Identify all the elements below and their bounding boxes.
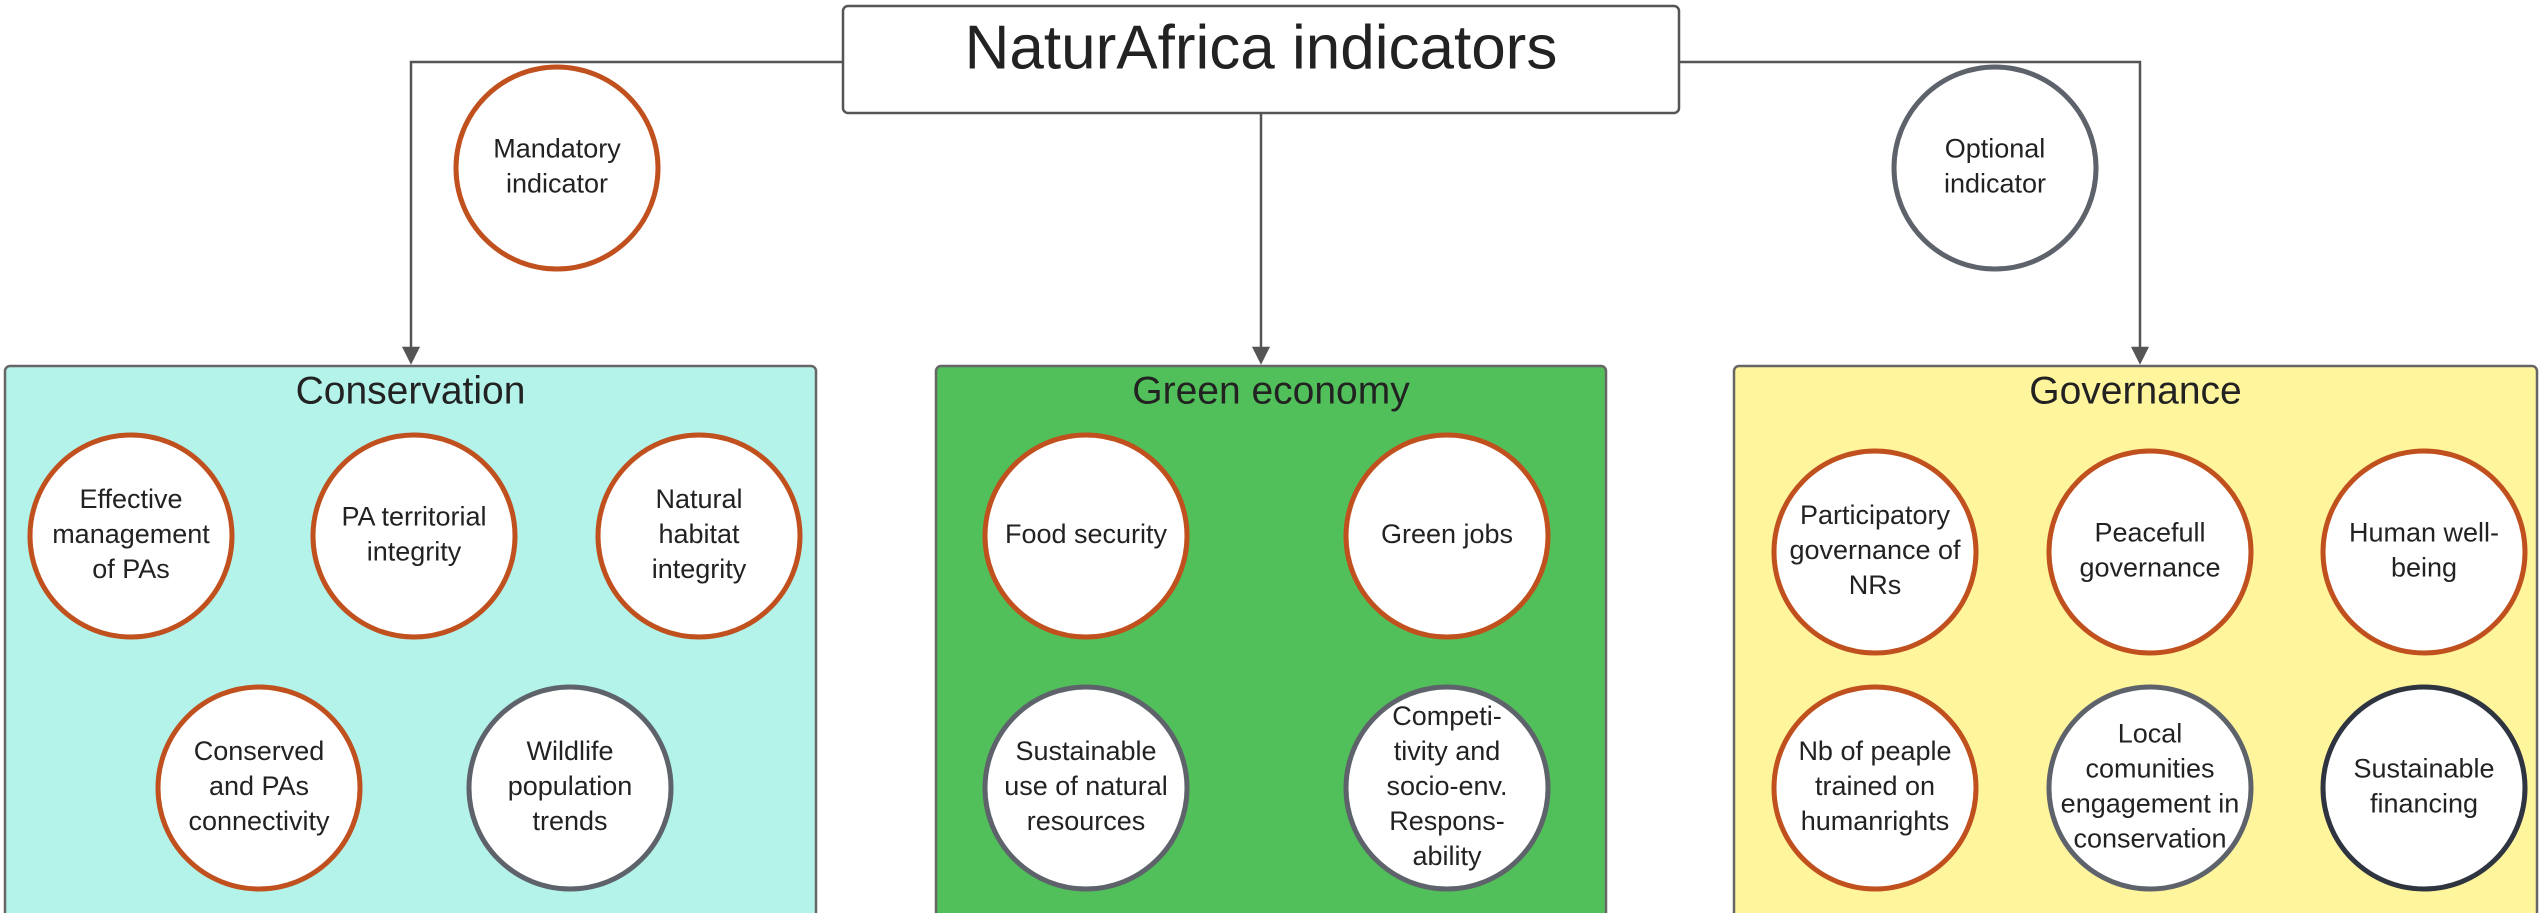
indicator-label: engagement in	[2061, 789, 2240, 819]
indicator-label: trends	[532, 806, 607, 836]
indicator-label: conservation	[2073, 824, 2226, 854]
indicator-label: integrity	[652, 554, 747, 584]
arrowhead	[1251, 346, 1271, 365]
indicator-label: Mandatory	[493, 134, 621, 164]
indicator-label: Sustainable	[1015, 736, 1156, 766]
connector	[409, 60, 843, 350]
indicator-label: integrity	[367, 537, 462, 567]
title: NaturAfrica indicators	[965, 13, 1558, 82]
group-title: Conservation	[296, 369, 526, 412]
indicator-label: NRs	[1849, 570, 1902, 600]
indicator-label: Food security	[1005, 519, 1168, 549]
indicator-circle	[1343, 684, 1551, 892]
indicator-circle	[2320, 448, 2528, 656]
indicator-label: Peacefull	[2094, 518, 2205, 548]
indicator-label: ability	[1412, 841, 1482, 871]
indicator-circle	[2046, 448, 2254, 656]
indicator-label: Nb of peaple	[1798, 736, 1951, 766]
arrowhead	[2130, 346, 2150, 365]
indicator-circle	[1771, 448, 1979, 656]
indicator-label: population	[508, 771, 633, 801]
indicator-label: indicator	[506, 169, 608, 199]
indicator-label: comunities	[2085, 754, 2214, 784]
indicator-label: financing	[2370, 789, 2478, 819]
indicator-circle	[466, 684, 674, 892]
indicator-label: Natural	[655, 484, 742, 514]
indicator-circle	[982, 432, 1190, 640]
indicator-label: governance	[2079, 553, 2220, 583]
connector	[1679, 60, 2142, 350]
indicator-label: Green jobs	[1381, 519, 1513, 549]
indicator-circle	[310, 432, 518, 640]
arrowhead	[401, 346, 421, 365]
indicator-circle	[1891, 64, 2099, 272]
indicator-label: habitat	[658, 519, 740, 549]
indicator-circle	[1771, 684, 1979, 892]
indicator-label: Effective	[79, 484, 182, 514]
title-box	[841, 4, 1681, 115]
indicator-label: humanrights	[1801, 806, 1950, 836]
indicator-circle	[982, 684, 1190, 892]
indicator-label: socio-env.	[1386, 771, 1507, 801]
indicator-label: management	[52, 519, 210, 549]
indicator-circle	[27, 432, 235, 640]
indicator-label: connectivity	[188, 806, 330, 836]
indicator-label: use of natural	[1004, 771, 1168, 801]
indicator-label: Local	[2118, 719, 2183, 749]
indicator-label: and PAs	[209, 771, 309, 801]
indicator-label: PA territorial	[341, 502, 486, 532]
indicator-label: Optional	[1945, 134, 2046, 164]
indicator-label: of PAs	[92, 554, 170, 584]
indicator-label: resources	[1027, 806, 1146, 836]
indicator-label: Conserved	[194, 736, 325, 766]
indicator-label: indicator	[1944, 169, 2046, 199]
indicator-label: being	[2391, 553, 2457, 583]
indicator-label: governance of	[1789, 535, 1961, 565]
connectors	[401, 60, 2150, 365]
indicator-label: Respons-	[1389, 806, 1505, 836]
indicator-label: trained on	[1815, 771, 1935, 801]
indicator-label: Human well-	[2349, 518, 2499, 548]
indicator-circle	[155, 684, 363, 892]
group-title: Green economy	[1132, 369, 1410, 412]
indicator-label: Sustainable	[2353, 754, 2494, 784]
indicator-circle	[453, 64, 661, 272]
indicator-label: tivity and	[1394, 736, 1501, 766]
indicator-label: Competi-	[1392, 701, 1502, 731]
indicator-circle	[2046, 684, 2254, 892]
indicator-label: Wildlife	[526, 736, 613, 766]
indicator-circle	[595, 432, 803, 640]
indicator-circle	[1343, 432, 1551, 640]
indicator-circle	[2320, 684, 2528, 892]
indicator-label: Participatory	[1800, 500, 1951, 530]
group-title: Governance	[2029, 369, 2241, 412]
